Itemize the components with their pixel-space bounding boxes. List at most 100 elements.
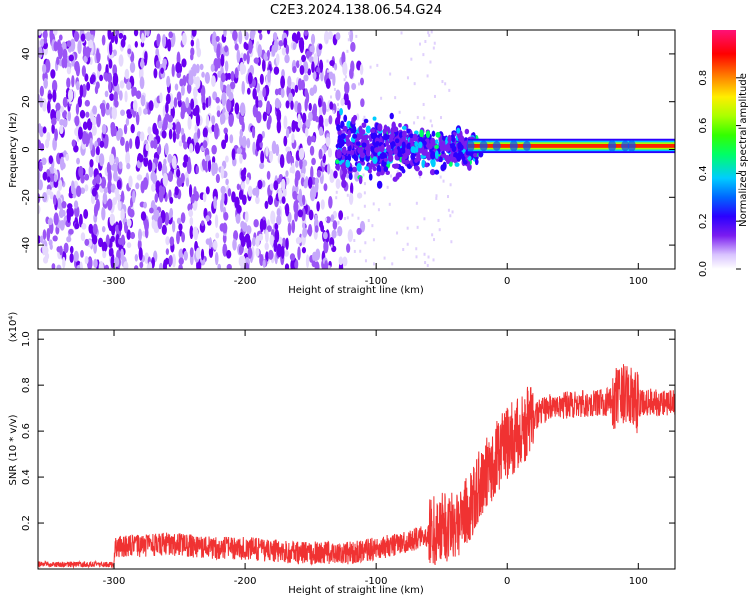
spectrogram-cell <box>114 34 118 45</box>
spectrogram-cell <box>67 88 74 102</box>
spectrogram-cell <box>143 156 149 167</box>
spectrogram-cell <box>398 123 402 128</box>
spectrogram-cell <box>418 170 423 177</box>
spectrogram-cell <box>353 238 356 242</box>
spectrogram-cell <box>76 157 80 165</box>
spectrogram-cell <box>234 102 240 115</box>
spectrogram-cell <box>276 119 282 134</box>
spectrogram-cell <box>124 90 128 103</box>
spectrogram-xlabel: Height of straight line (km) <box>288 285 424 296</box>
spectrogram-cell <box>335 89 341 101</box>
spectrogram-cell <box>307 176 313 189</box>
spectrogram-cell <box>140 211 147 221</box>
spectrogram-cell <box>183 141 188 150</box>
spectrogram-cell <box>431 233 434 237</box>
spectrogram-cell <box>179 78 184 87</box>
colorbar-label: Normalized spectral amplitude <box>738 73 749 227</box>
spectrogram-cell <box>255 196 260 205</box>
spectrogram-cell <box>82 121 88 130</box>
colorbar-ticks: 0.0 0.2 0.4 0.6 0.8 <box>698 70 741 277</box>
spectrogram-cell <box>326 108 329 112</box>
spectrogram-cell <box>435 150 439 160</box>
spectrogram-y-tick-label: 40 <box>21 48 32 61</box>
spectrogram-cell <box>192 76 198 85</box>
spectrogram-cell <box>176 230 180 245</box>
spectrogram-cell <box>298 147 305 160</box>
spectrogram-cell <box>329 59 335 67</box>
spectrogram-cell <box>126 242 132 249</box>
spectrogram-cell <box>240 169 246 178</box>
spectrogram-cell <box>226 263 232 269</box>
spectrogram-cell <box>347 38 350 42</box>
spectrogram-cell <box>244 211 249 223</box>
snr-y-tick-label: 0.2 <box>21 515 32 531</box>
spectrogram-cell <box>169 99 174 109</box>
spectrogram-cell <box>134 253 139 262</box>
spectrogram-cell <box>352 133 358 139</box>
spectrogram-cell <box>372 116 377 121</box>
spectrogram-cell <box>423 116 426 120</box>
spectrogram-carrier-blob <box>509 139 518 152</box>
snr-y-tick-label: 1.0 <box>21 331 32 347</box>
spectrogram-cell <box>426 264 429 268</box>
spectrogram-cell <box>154 193 159 203</box>
spectrogram-cell <box>410 146 416 154</box>
spectrogram-cell <box>161 130 167 139</box>
spectrogram-cell <box>376 171 381 177</box>
spectrogram-cell <box>434 169 440 175</box>
spectrogram-cell <box>457 151 464 156</box>
spectrogram-cell <box>262 180 266 188</box>
spectrogram-cell <box>150 140 155 149</box>
spectrogram-cell <box>59 118 65 126</box>
spectrogram-cell <box>95 145 100 156</box>
spectrogram-cell <box>324 260 329 269</box>
snr-xlabel: Height of straight line (km) <box>288 585 424 596</box>
spectrogram-cell <box>345 138 351 147</box>
spectrogram-x-tick-label: -100 <box>365 276 388 287</box>
spectrogram-cell <box>308 209 314 221</box>
spectrogram-cell <box>133 30 139 37</box>
spectrogram-cell <box>431 140 436 146</box>
spectrogram-cell <box>335 32 341 41</box>
spectrogram-cell <box>373 262 376 266</box>
spectrogram-cell <box>309 187 316 202</box>
spectrogram-cell <box>126 162 131 170</box>
spectrogram-cell <box>103 187 109 194</box>
spectrogram-cell <box>376 63 379 67</box>
spectrogram-cell <box>160 67 164 74</box>
spectrogram-cell <box>310 135 316 143</box>
spectrogram-cell <box>236 147 243 155</box>
spectrogram-cell <box>123 124 128 135</box>
spectrogram-cell <box>421 150 428 156</box>
spectrogram-cell <box>210 63 215 72</box>
spectrogram-cell <box>61 201 67 209</box>
spectrogram-cell <box>178 248 184 260</box>
spectrogram-cell <box>377 123 383 132</box>
spectrogram-cell <box>241 135 247 149</box>
spectrogram-cell <box>287 222 292 236</box>
spectrogram-cell <box>214 214 219 229</box>
spectrogram-cell <box>196 47 202 58</box>
spectrogram-cell <box>120 38 126 48</box>
spectrogram-cell <box>307 68 312 76</box>
spectrogram-cell <box>63 242 69 254</box>
spectrogram-cell <box>418 42 421 46</box>
spectrogram-cell <box>180 172 185 184</box>
spectrogram-cell <box>268 249 274 260</box>
spectrogram-cell <box>57 179 63 191</box>
spectrogram-cell <box>365 125 371 134</box>
spectrogram-cell <box>266 50 271 58</box>
spectrogram-cell <box>136 174 143 181</box>
spectrogram-cell <box>142 177 149 190</box>
spectrogram-cell <box>383 157 388 162</box>
spectrogram-cell <box>336 124 341 132</box>
spectrogram-cell <box>224 132 229 144</box>
spectrogram-cell <box>367 168 372 174</box>
spectrogram-cell <box>42 126 47 134</box>
spectrogram-cell <box>101 206 106 221</box>
spectrogram-cell <box>186 83 192 94</box>
spectrogram-cell <box>326 40 329 44</box>
spectrogram-cell <box>234 67 239 79</box>
spectrogram-cell <box>194 190 200 202</box>
spectrogram-cell <box>153 221 159 229</box>
